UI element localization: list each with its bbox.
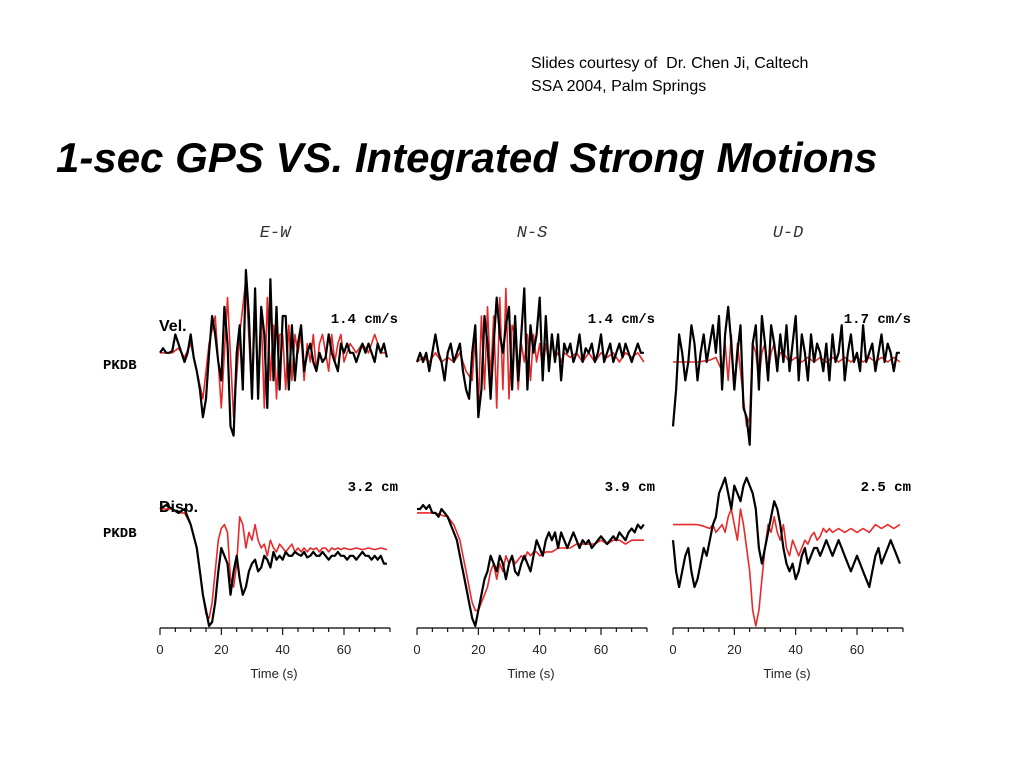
trace-gps-vel-e-w	[159, 268, 388, 437]
column-header-e-w: E-W	[260, 224, 292, 243]
trace-gps-disp-n-s	[417, 504, 645, 628]
x-tick-label: 0	[156, 642, 163, 657]
trace-gps-disp-e-w	[159, 504, 387, 628]
scale-label: 1.4 cm/s	[588, 312, 655, 328]
x-tick-label: 40	[275, 642, 289, 657]
trace-gps-vel-n-s	[415, 287, 644, 419]
scale-label: 1.7 cm/s	[844, 312, 911, 328]
slide-title: 1-sec GPS VS. Integrated Strong Motions	[56, 134, 878, 181]
x-tick-label: 0	[413, 642, 420, 657]
station-label: PKDB	[103, 526, 137, 542]
credit-line-2: SSA 2004, Palm Springs	[531, 78, 707, 95]
row-label-displacement: Disp.	[159, 499, 198, 516]
trace-strong-motion-disp-e-w	[160, 508, 388, 620]
trace-gps-disp-u-d	[671, 476, 901, 589]
station-label: PKDB	[103, 358, 137, 374]
column-header-n-s: N-S	[517, 224, 548, 243]
x-axis-label: Time (s)	[507, 666, 554, 681]
credit-line-1: Slides courtesy of Dr. Chen Ji, Caltech	[531, 55, 809, 72]
x-axis-label: Time (s)	[250, 666, 297, 681]
x-tick-label: 60	[337, 642, 351, 657]
x-tick-label: 60	[850, 642, 864, 657]
column-header-u-d: U-D	[773, 224, 804, 243]
x-tick-label: 20	[214, 642, 228, 657]
x-tick-label: 20	[727, 642, 741, 657]
x-tick-label: 60	[594, 642, 608, 657]
credit-block: Slides courtesy of Dr. Chen Ji, Caltech …	[531, 52, 808, 98]
trace-gps-vel-u-d	[671, 305, 900, 446]
x-axis-label: Time (s)	[763, 666, 810, 681]
scale-label: 3.2 cm	[348, 480, 398, 496]
x-tick-label: 0	[669, 642, 676, 657]
scale-label: 1.4 cm/s	[331, 312, 398, 328]
x-tick-label: 40	[532, 642, 546, 657]
scale-label: 2.5 cm	[861, 480, 911, 496]
x-tick-label: 40	[788, 642, 802, 657]
x-tick-label: 20	[471, 642, 485, 657]
scale-label: 3.9 cm	[605, 480, 655, 496]
row-label-velocity: Vel.	[159, 318, 187, 335]
trace-strong-motion-disp-u-d	[673, 508, 901, 627]
